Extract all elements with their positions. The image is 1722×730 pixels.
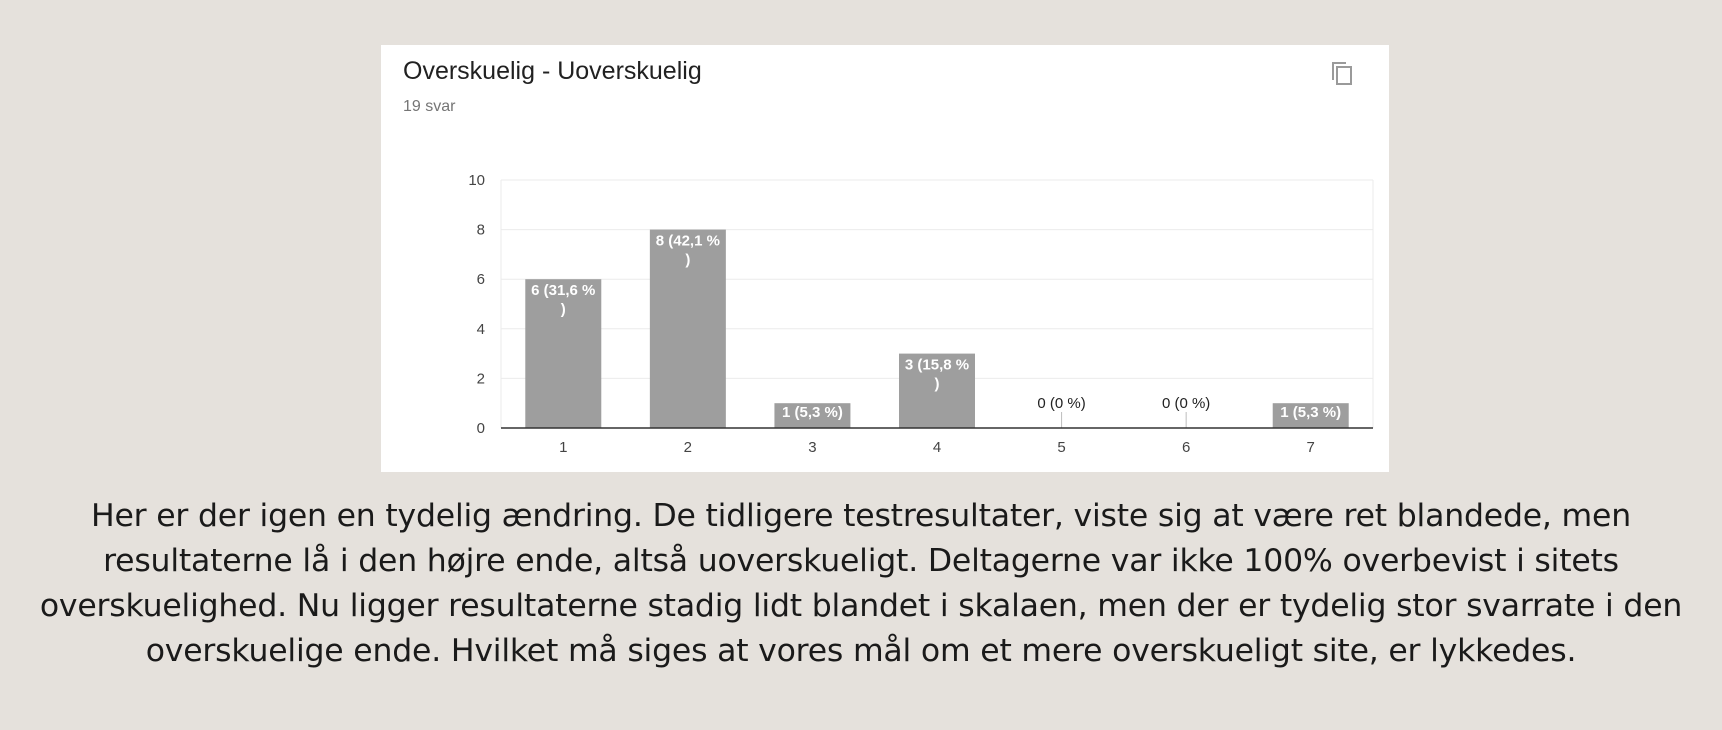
data-label: 1 (5,3 %) (1280, 404, 1341, 421)
y-tick-label: 4 (477, 321, 485, 338)
caption-text: Her er der igen en tydelig ændring. De t… (39, 498, 1683, 669)
bar (1272, 403, 1349, 428)
x-tick-label: 3 (808, 439, 816, 456)
copy-icon[interactable] (1329, 59, 1359, 89)
data-label: ) (561, 301, 566, 318)
data-label: ) (685, 252, 690, 269)
x-tick-label: 6 (1182, 439, 1190, 456)
y-tick-label: 8 (477, 222, 485, 239)
y-tick-label: 2 (477, 370, 485, 387)
data-label: 0 (0 %) (1162, 395, 1210, 412)
bar (525, 279, 602, 428)
response-count: 19 svar (403, 98, 456, 115)
data-label: 1 (5,3 %) (782, 404, 843, 421)
x-tick-label: 4 (933, 439, 941, 456)
bar (774, 403, 851, 428)
data-label: 0 (0 %) (1037, 395, 1085, 412)
y-tick-label: 0 (477, 420, 485, 437)
y-tick-label: 6 (477, 271, 485, 288)
x-tick-label: 2 (684, 439, 692, 456)
copy-icon-glyph (1332, 62, 1352, 85)
x-tick-label: 7 (1307, 439, 1315, 456)
data-label: 8 (42,1 % (656, 233, 720, 250)
data-label: 3 (15,8 % (905, 357, 969, 374)
x-tick-label: 1 (559, 439, 567, 456)
data-label: 6 (31,6 % (531, 282, 595, 299)
bar (899, 353, 975, 428)
data-label: ) (935, 376, 940, 393)
x-tick-label: 5 (1057, 439, 1065, 456)
bar-chart: 0 2 4 6 8 10 6 (31,6 %) 1 8 (42,1 %) 2 1 (5,3 %) 3 3… (468, 172, 1374, 456)
y-tick-label: 10 (468, 172, 485, 189)
bar (649, 229, 726, 428)
chart-title: Overskuelig - Uoverskuelig (403, 57, 702, 85)
chart-card: Overskuelig - Uoverskuelig 19 svar 0 2 4 6 8… (381, 45, 1389, 472)
